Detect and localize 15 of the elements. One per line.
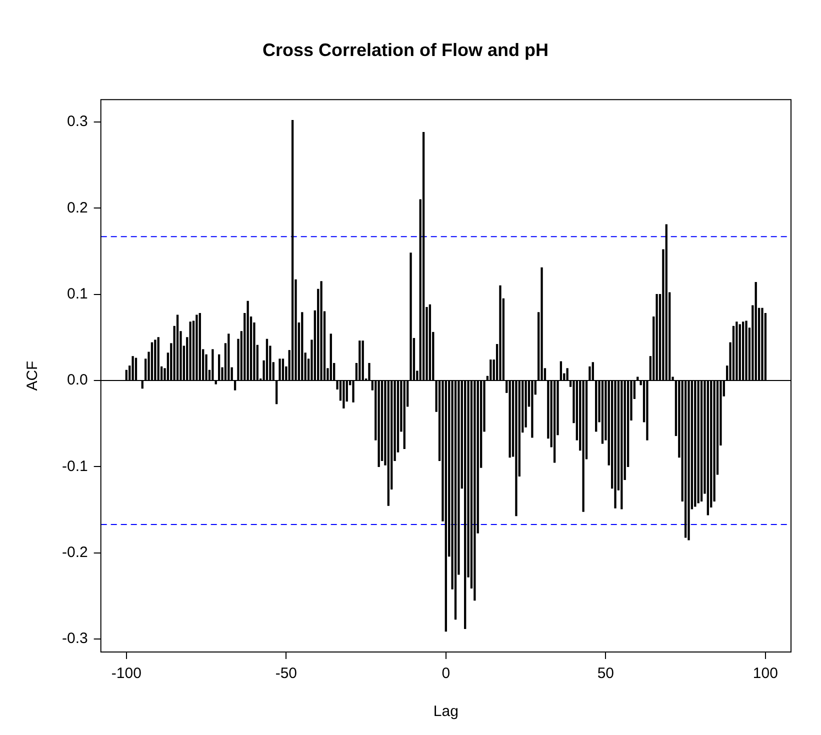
y-tick-label: -0.3 bbox=[62, 630, 88, 648]
x-tick-label: 0 bbox=[442, 665, 450, 682]
y-tick-label: 0.0 bbox=[66, 372, 88, 389]
chart-title: Cross Correlation of Flow and pH bbox=[262, 40, 549, 60]
y-tick-label: -0.2 bbox=[62, 544, 88, 562]
y-tick-label: 0.3 bbox=[66, 113, 88, 130]
y-tick-label: 0.1 bbox=[66, 286, 88, 303]
x-tick-label: -50 bbox=[275, 665, 298, 682]
y-tick-label: 0.2 bbox=[66, 199, 88, 216]
y-tick-label: -0.1 bbox=[62, 458, 88, 475]
x-tick-label: 100 bbox=[752, 665, 778, 682]
y-axis-title: ACF bbox=[24, 360, 42, 391]
x-tick-label: -100 bbox=[111, 665, 142, 682]
x-tick-label: 50 bbox=[597, 665, 614, 682]
x-axis-title: Lag bbox=[433, 703, 458, 720]
